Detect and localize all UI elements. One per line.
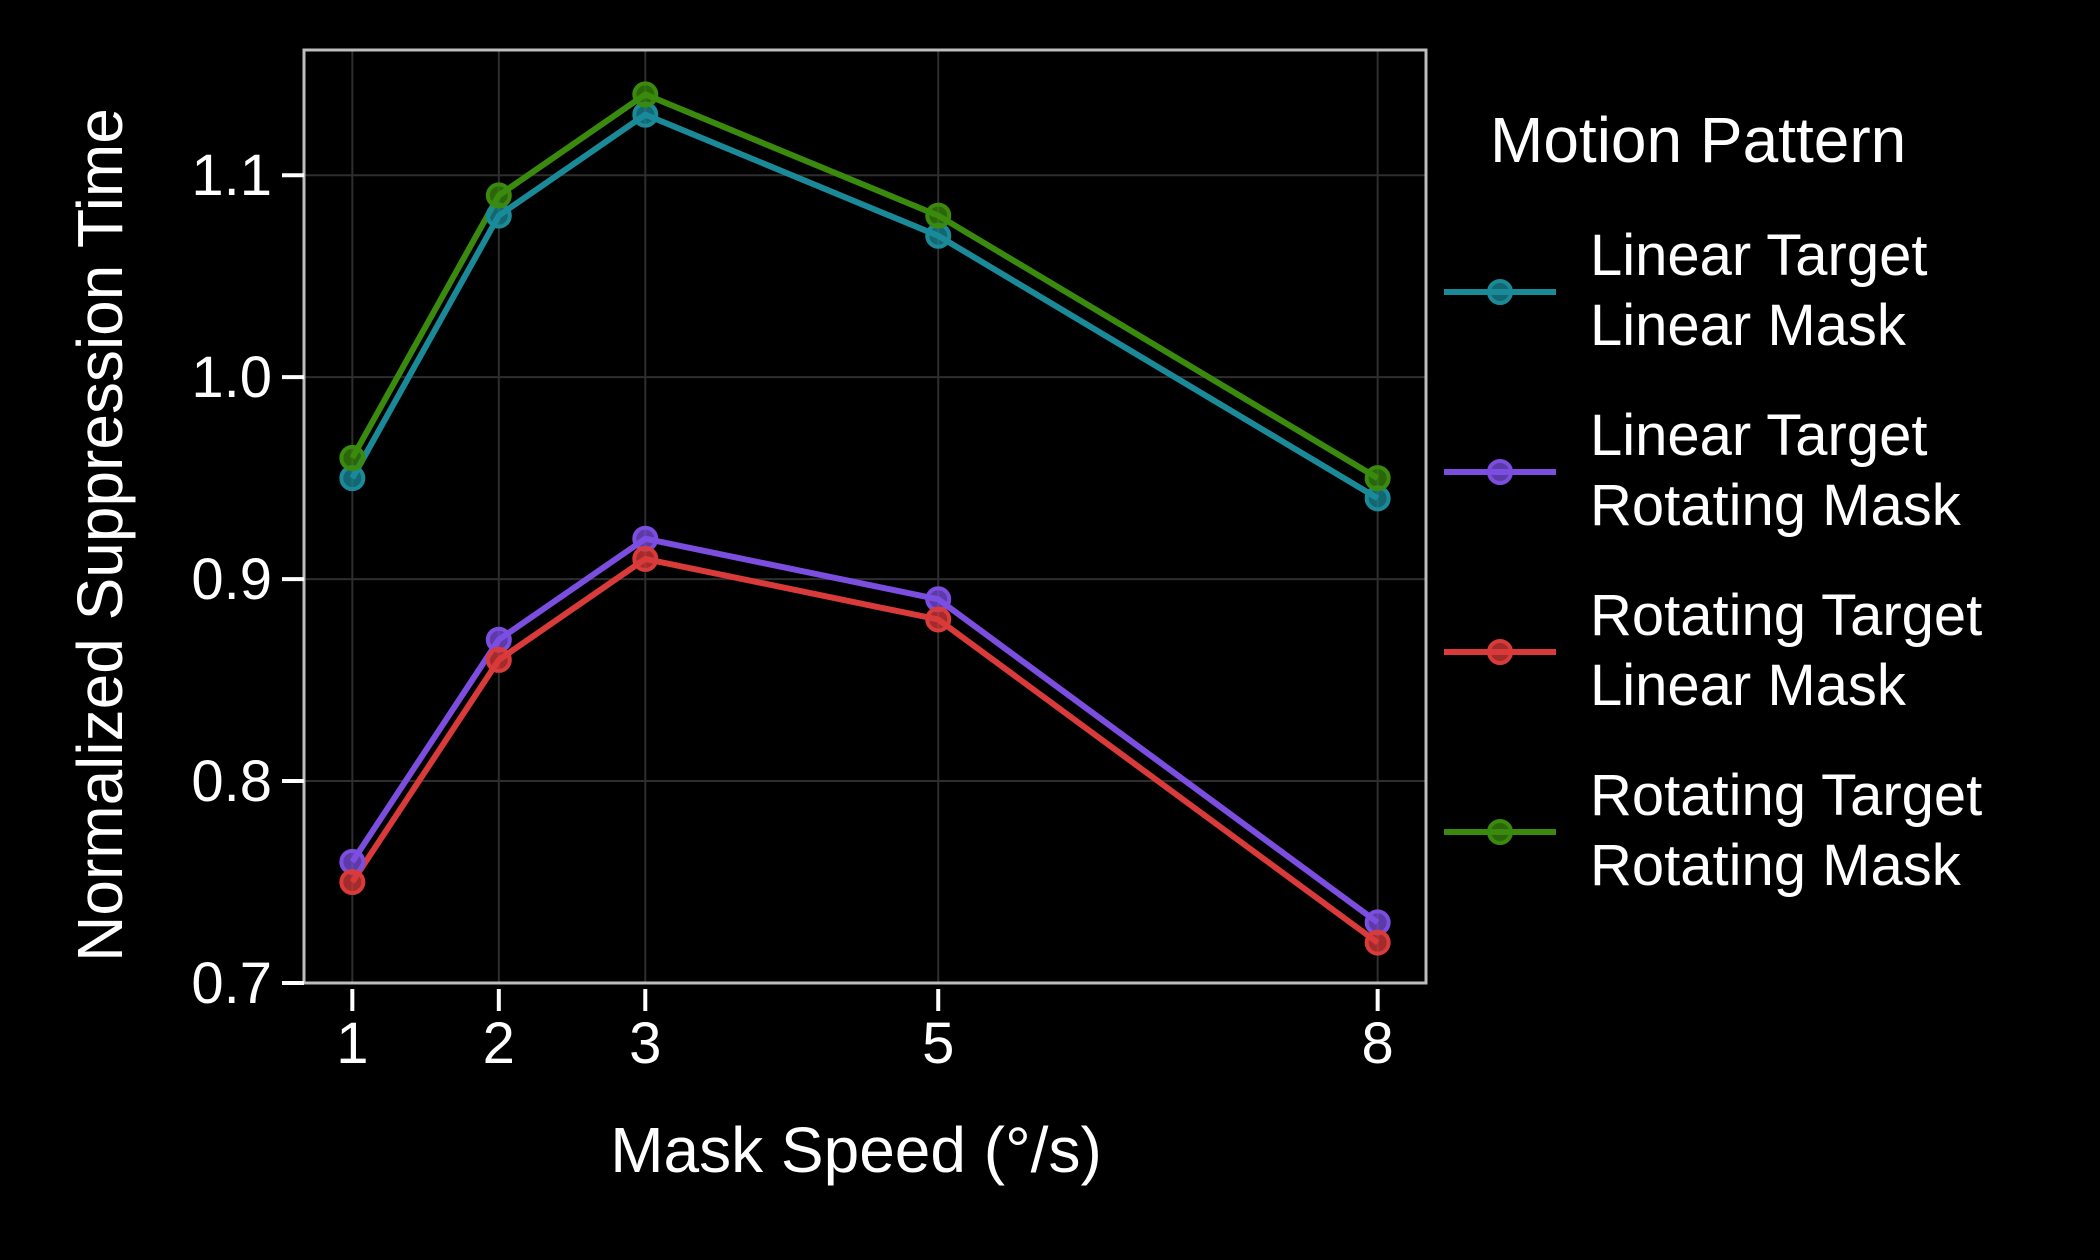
y-tick-label: 1.1 <box>191 143 272 208</box>
legend-key-point <box>1487 819 1513 845</box>
data-point <box>925 202 952 229</box>
data-point <box>485 182 512 209</box>
x-tick-label: 5 <box>922 1011 954 1076</box>
legend-label-line1: Linear Target <box>1590 223 1928 288</box>
data-point <box>1364 465 1391 492</box>
data-point <box>632 545 659 572</box>
legend-label-line2: Linear Mask <box>1590 293 1907 358</box>
y-tick-label: 0.7 <box>191 951 272 1016</box>
legend-key-point <box>1487 279 1513 305</box>
data-point <box>925 606 952 633</box>
legend-label-line2: Rotating Mask <box>1590 473 1962 538</box>
y-tick-label: 0.9 <box>191 547 272 612</box>
series-points <box>339 81 1391 956</box>
x-tick-label: 1 <box>336 1011 368 1076</box>
plot-panel-border <box>302 48 1428 985</box>
y-tick-label: 1.0 <box>191 345 272 410</box>
y-tick-label: 0.8 <box>191 749 272 814</box>
legend-label-line2: Rotating Mask <box>1590 833 1962 898</box>
x-tick-label: 2 <box>483 1011 515 1076</box>
x-axis-label: Mask Speed (°/s) <box>610 1114 1102 1186</box>
x-tick-label: 8 <box>1362 1011 1394 1076</box>
legend-label-line1: Linear Target <box>1590 403 1928 468</box>
legend-label-line2: Linear Mask <box>1590 653 1907 718</box>
legend-label-line1: Rotating Target <box>1590 583 1982 648</box>
data-point <box>632 81 659 108</box>
y-axis-label: Normalized Suppression Time <box>64 108 136 962</box>
data-point <box>339 444 366 471</box>
data-point <box>1364 929 1391 956</box>
legend-label-line1: Rotating Target <box>1590 763 1982 828</box>
legend-key-point <box>1487 639 1513 665</box>
legend-title: Motion Pattern <box>1490 104 1906 176</box>
axes: 0.7 0.8 0.9 1.0 1.1 1 2 3 5 8 <box>191 143 1393 1076</box>
legend-key-point <box>1487 459 1513 485</box>
data-point <box>485 646 512 673</box>
x-tick-label: 3 <box>629 1011 661 1076</box>
data-point <box>339 869 366 896</box>
